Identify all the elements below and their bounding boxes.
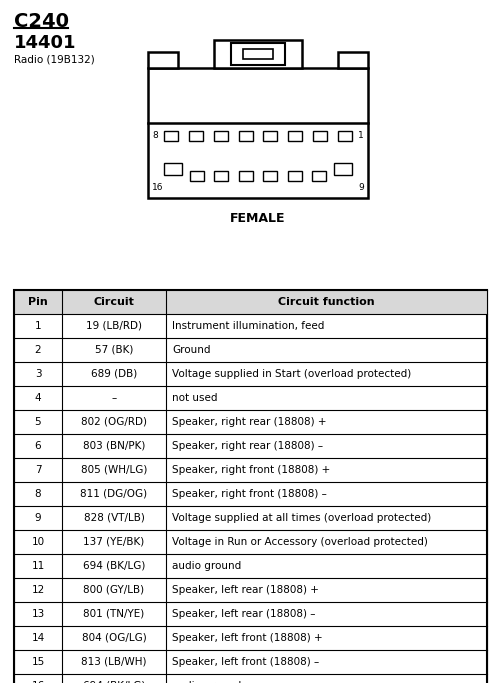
Text: audio ground: audio ground — [172, 681, 241, 683]
Text: 9: 9 — [35, 513, 41, 523]
Bar — [243, 49, 273, 59]
Bar — [214, 131, 228, 141]
Text: 804 (OG/LG): 804 (OG/LG) — [82, 633, 146, 643]
Bar — [14, 290, 487, 314]
Text: Circuit function: Circuit function — [278, 297, 375, 307]
Text: 694 (BK/LG): 694 (BK/LG) — [83, 681, 145, 683]
Text: 2: 2 — [35, 345, 41, 355]
Bar — [164, 163, 182, 175]
Text: Speaker, right rear (18808) +: Speaker, right rear (18808) + — [172, 417, 327, 427]
Text: –: – — [111, 393, 117, 403]
Bar — [264, 131, 278, 141]
Bar — [214, 40, 302, 68]
Text: 8: 8 — [152, 132, 158, 141]
Text: 811 (DG/OG): 811 (DG/OG) — [81, 489, 148, 499]
Text: 3: 3 — [35, 369, 41, 379]
Text: Radio (19B132): Radio (19B132) — [14, 54, 95, 64]
Text: 137 (YE/BK): 137 (YE/BK) — [83, 537, 145, 547]
Text: Ground: Ground — [172, 345, 210, 355]
Text: Speaker, left rear (18808) +: Speaker, left rear (18808) + — [172, 585, 319, 595]
Text: 11: 11 — [32, 561, 45, 571]
Text: Pin: Pin — [28, 297, 48, 307]
Text: 1: 1 — [358, 132, 364, 141]
Text: 805 (WH/LG): 805 (WH/LG) — [81, 465, 147, 475]
Text: 801 (TN/YE): 801 (TN/YE) — [83, 609, 145, 619]
Text: C240: C240 — [14, 12, 69, 31]
Text: Speaker, right rear (18808) –: Speaker, right rear (18808) – — [172, 441, 323, 451]
Text: 14401: 14401 — [14, 34, 77, 52]
Bar — [148, 52, 178, 68]
Text: FEMALE: FEMALE — [230, 212, 286, 225]
Text: not used: not used — [172, 393, 217, 403]
Text: 13: 13 — [32, 609, 45, 619]
Bar — [189, 131, 203, 141]
Bar — [238, 131, 253, 141]
Text: 9: 9 — [358, 183, 364, 192]
Bar — [338, 131, 352, 141]
Text: 7: 7 — [35, 465, 41, 475]
Text: 16: 16 — [32, 681, 45, 683]
Text: 828 (VT/LB): 828 (VT/LB) — [84, 513, 144, 523]
Bar — [214, 171, 228, 181]
Text: Instrument illumination, feed: Instrument illumination, feed — [172, 321, 324, 331]
Bar — [288, 171, 302, 181]
Text: Voltage in Run or Accessory (overload protected): Voltage in Run or Accessory (overload pr… — [172, 537, 428, 547]
Text: Voltage supplied at all times (overload protected): Voltage supplied at all times (overload … — [172, 513, 431, 523]
Text: Speaker, left rear (18808) –: Speaker, left rear (18808) – — [172, 609, 316, 619]
Bar — [14, 290, 487, 683]
Bar — [288, 131, 302, 141]
Text: 57 (BK): 57 (BK) — [95, 345, 133, 355]
Text: 12: 12 — [32, 585, 45, 595]
Text: 800 (GY/LB): 800 (GY/LB) — [84, 585, 145, 595]
Bar — [313, 131, 327, 141]
Text: Circuit: Circuit — [94, 297, 134, 307]
Text: 694 (BK/LG): 694 (BK/LG) — [83, 561, 145, 571]
Text: 14: 14 — [32, 633, 45, 643]
Text: Speaker, left front (18808) –: Speaker, left front (18808) – — [172, 657, 319, 667]
Text: 19 (LB/RD): 19 (LB/RD) — [86, 321, 142, 331]
Text: Voltage supplied in Start (overload protected): Voltage supplied in Start (overload prot… — [172, 369, 411, 379]
Text: audio ground: audio ground — [172, 561, 241, 571]
Text: 8: 8 — [35, 489, 41, 499]
Bar — [148, 68, 368, 198]
Text: 813 (LB/WH): 813 (LB/WH) — [81, 657, 147, 667]
Bar — [334, 163, 352, 175]
Text: 689 (DB): 689 (DB) — [91, 369, 137, 379]
Text: 10: 10 — [32, 537, 45, 547]
Text: 802 (OG/RD): 802 (OG/RD) — [81, 417, 147, 427]
Text: 16: 16 — [152, 183, 163, 192]
Bar — [190, 171, 204, 181]
Bar — [263, 171, 277, 181]
Bar — [312, 171, 326, 181]
Text: Speaker, left front (18808) +: Speaker, left front (18808) + — [172, 633, 323, 643]
Text: 1: 1 — [35, 321, 41, 331]
Text: Speaker, right front (18808) +: Speaker, right front (18808) + — [172, 465, 330, 475]
Bar — [239, 171, 253, 181]
Bar — [231, 43, 285, 65]
Bar — [164, 131, 178, 141]
Text: 15: 15 — [32, 657, 45, 667]
Text: 5: 5 — [35, 417, 41, 427]
Text: Speaker, right front (18808) –: Speaker, right front (18808) – — [172, 489, 327, 499]
Text: 4: 4 — [35, 393, 41, 403]
Text: 803 (BN/PK): 803 (BN/PK) — [83, 441, 145, 451]
Bar — [338, 52, 368, 68]
Text: 6: 6 — [35, 441, 41, 451]
